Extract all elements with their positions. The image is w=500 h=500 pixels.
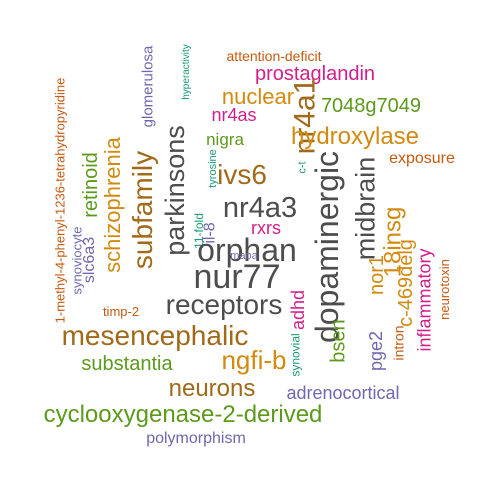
word: dopaminergic (308, 150, 345, 344)
word: nigra (206, 129, 244, 149)
word: hydroxylase (290, 123, 420, 150)
word: glomerulosa (139, 45, 157, 127)
word: retinoid (79, 152, 102, 218)
word: receptors (165, 289, 283, 320)
word: intron (391, 325, 407, 361)
word: attention-deficit (226, 48, 322, 64)
word: orphan (197, 232, 297, 268)
word: nr4as (211, 105, 257, 125)
word: maoa (230, 249, 258, 262)
word: pge2 (365, 330, 386, 372)
word: nr4a3 (222, 191, 298, 224)
word: nuclear (221, 84, 295, 109)
word: timp-2 (102, 303, 140, 319)
word: neurotoxin (436, 258, 452, 320)
word: prostaglandin (254, 63, 376, 85)
word: slc6a3 (81, 236, 98, 284)
word: adhd (287, 289, 308, 331)
word: mesencephalic (61, 320, 249, 351)
word: parkinsons (159, 124, 190, 256)
word: 1-methyl-4-phenyl-1236-tetrahydropyridin… (52, 77, 68, 323)
word: cyclooxygenase-2-derived (43, 401, 323, 428)
word: subfamily (126, 150, 158, 270)
word: c-469delg (395, 239, 417, 327)
word: schizophrenia (100, 137, 125, 273)
word: hyperactivity (180, 44, 192, 100)
word: midbrain (350, 156, 381, 260)
word: exposure (389, 150, 455, 167)
word: ngfi-b (221, 345, 287, 375)
word: nor1 (366, 254, 388, 296)
word: substantia (81, 353, 173, 375)
word: synovial (288, 333, 303, 377)
word: bsen (328, 319, 350, 363)
word: neurons (168, 375, 256, 402)
word: nur77 (193, 258, 281, 296)
word: 7048g7049 (320, 95, 422, 117)
word: c-t (296, 160, 309, 174)
word: rxrs (251, 218, 281, 238)
word: inflammatory (415, 248, 435, 352)
word: ivs6 (217, 159, 267, 190)
word: adrenocortical (286, 383, 400, 403)
word: polymorphism (146, 430, 246, 447)
